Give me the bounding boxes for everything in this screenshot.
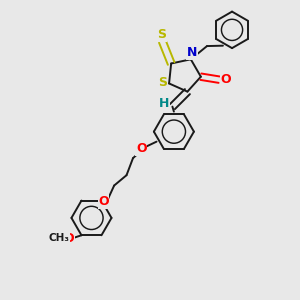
Text: O: O	[136, 142, 147, 155]
Text: S: S	[158, 28, 166, 41]
Text: S: S	[158, 76, 167, 89]
Text: O: O	[98, 195, 109, 208]
Text: CH₃: CH₃	[48, 233, 69, 243]
Text: H: H	[159, 97, 169, 110]
Text: O: O	[64, 232, 74, 245]
Text: N: N	[187, 46, 197, 59]
Text: O: O	[220, 73, 231, 86]
